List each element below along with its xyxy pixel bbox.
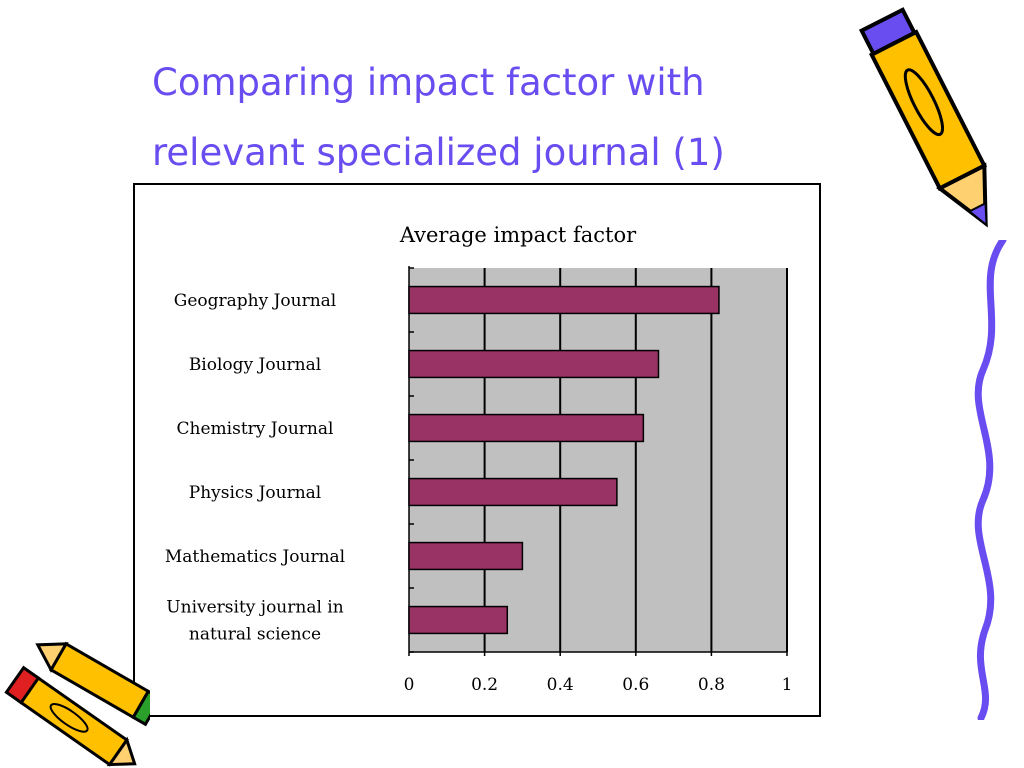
slide-title: Comparing impact factor with relevant sp… [152, 48, 812, 188]
bar [408, 285, 720, 315]
title-line-1: Comparing impact factor with [152, 61, 705, 104]
x-tick-label: 0 [404, 675, 415, 695]
title-line-2: relevant specialized journal (1) [152, 131, 725, 174]
x-tick-label: 0.2 [471, 675, 498, 695]
x-tick-label: 1 [782, 675, 793, 695]
category-label: Mathematics Journal [165, 547, 345, 567]
x-tick-label: 0.4 [547, 675, 574, 695]
category-label: Physics Journal [189, 483, 321, 503]
chart-frame: Average impact factor Geography Journal Bi… [133, 183, 821, 717]
bar [408, 541, 524, 571]
plot-area [409, 268, 787, 652]
bar [408, 349, 660, 379]
category-label: Biology Journal [189, 355, 321, 375]
pencil-icon [4, 641, 150, 767]
pencil-icon [858, 7, 988, 228]
x-tick-label: 0.8 [698, 675, 725, 695]
x-tick-label: 0.6 [622, 675, 649, 695]
category-label: natural science [189, 625, 321, 645]
category-label: Chemistry Journal [177, 419, 334, 439]
category-label: Geography Journal [174, 291, 337, 311]
bar-chart: Average impact factor Geography Journal Bi… [165, 223, 793, 695]
bar [408, 413, 645, 443]
bar [408, 605, 509, 635]
wavy-line-icon [974, 240, 1007, 720]
category-label: University journal in [166, 598, 343, 618]
chart-title: Average impact factor [399, 223, 637, 247]
bar [408, 477, 618, 507]
